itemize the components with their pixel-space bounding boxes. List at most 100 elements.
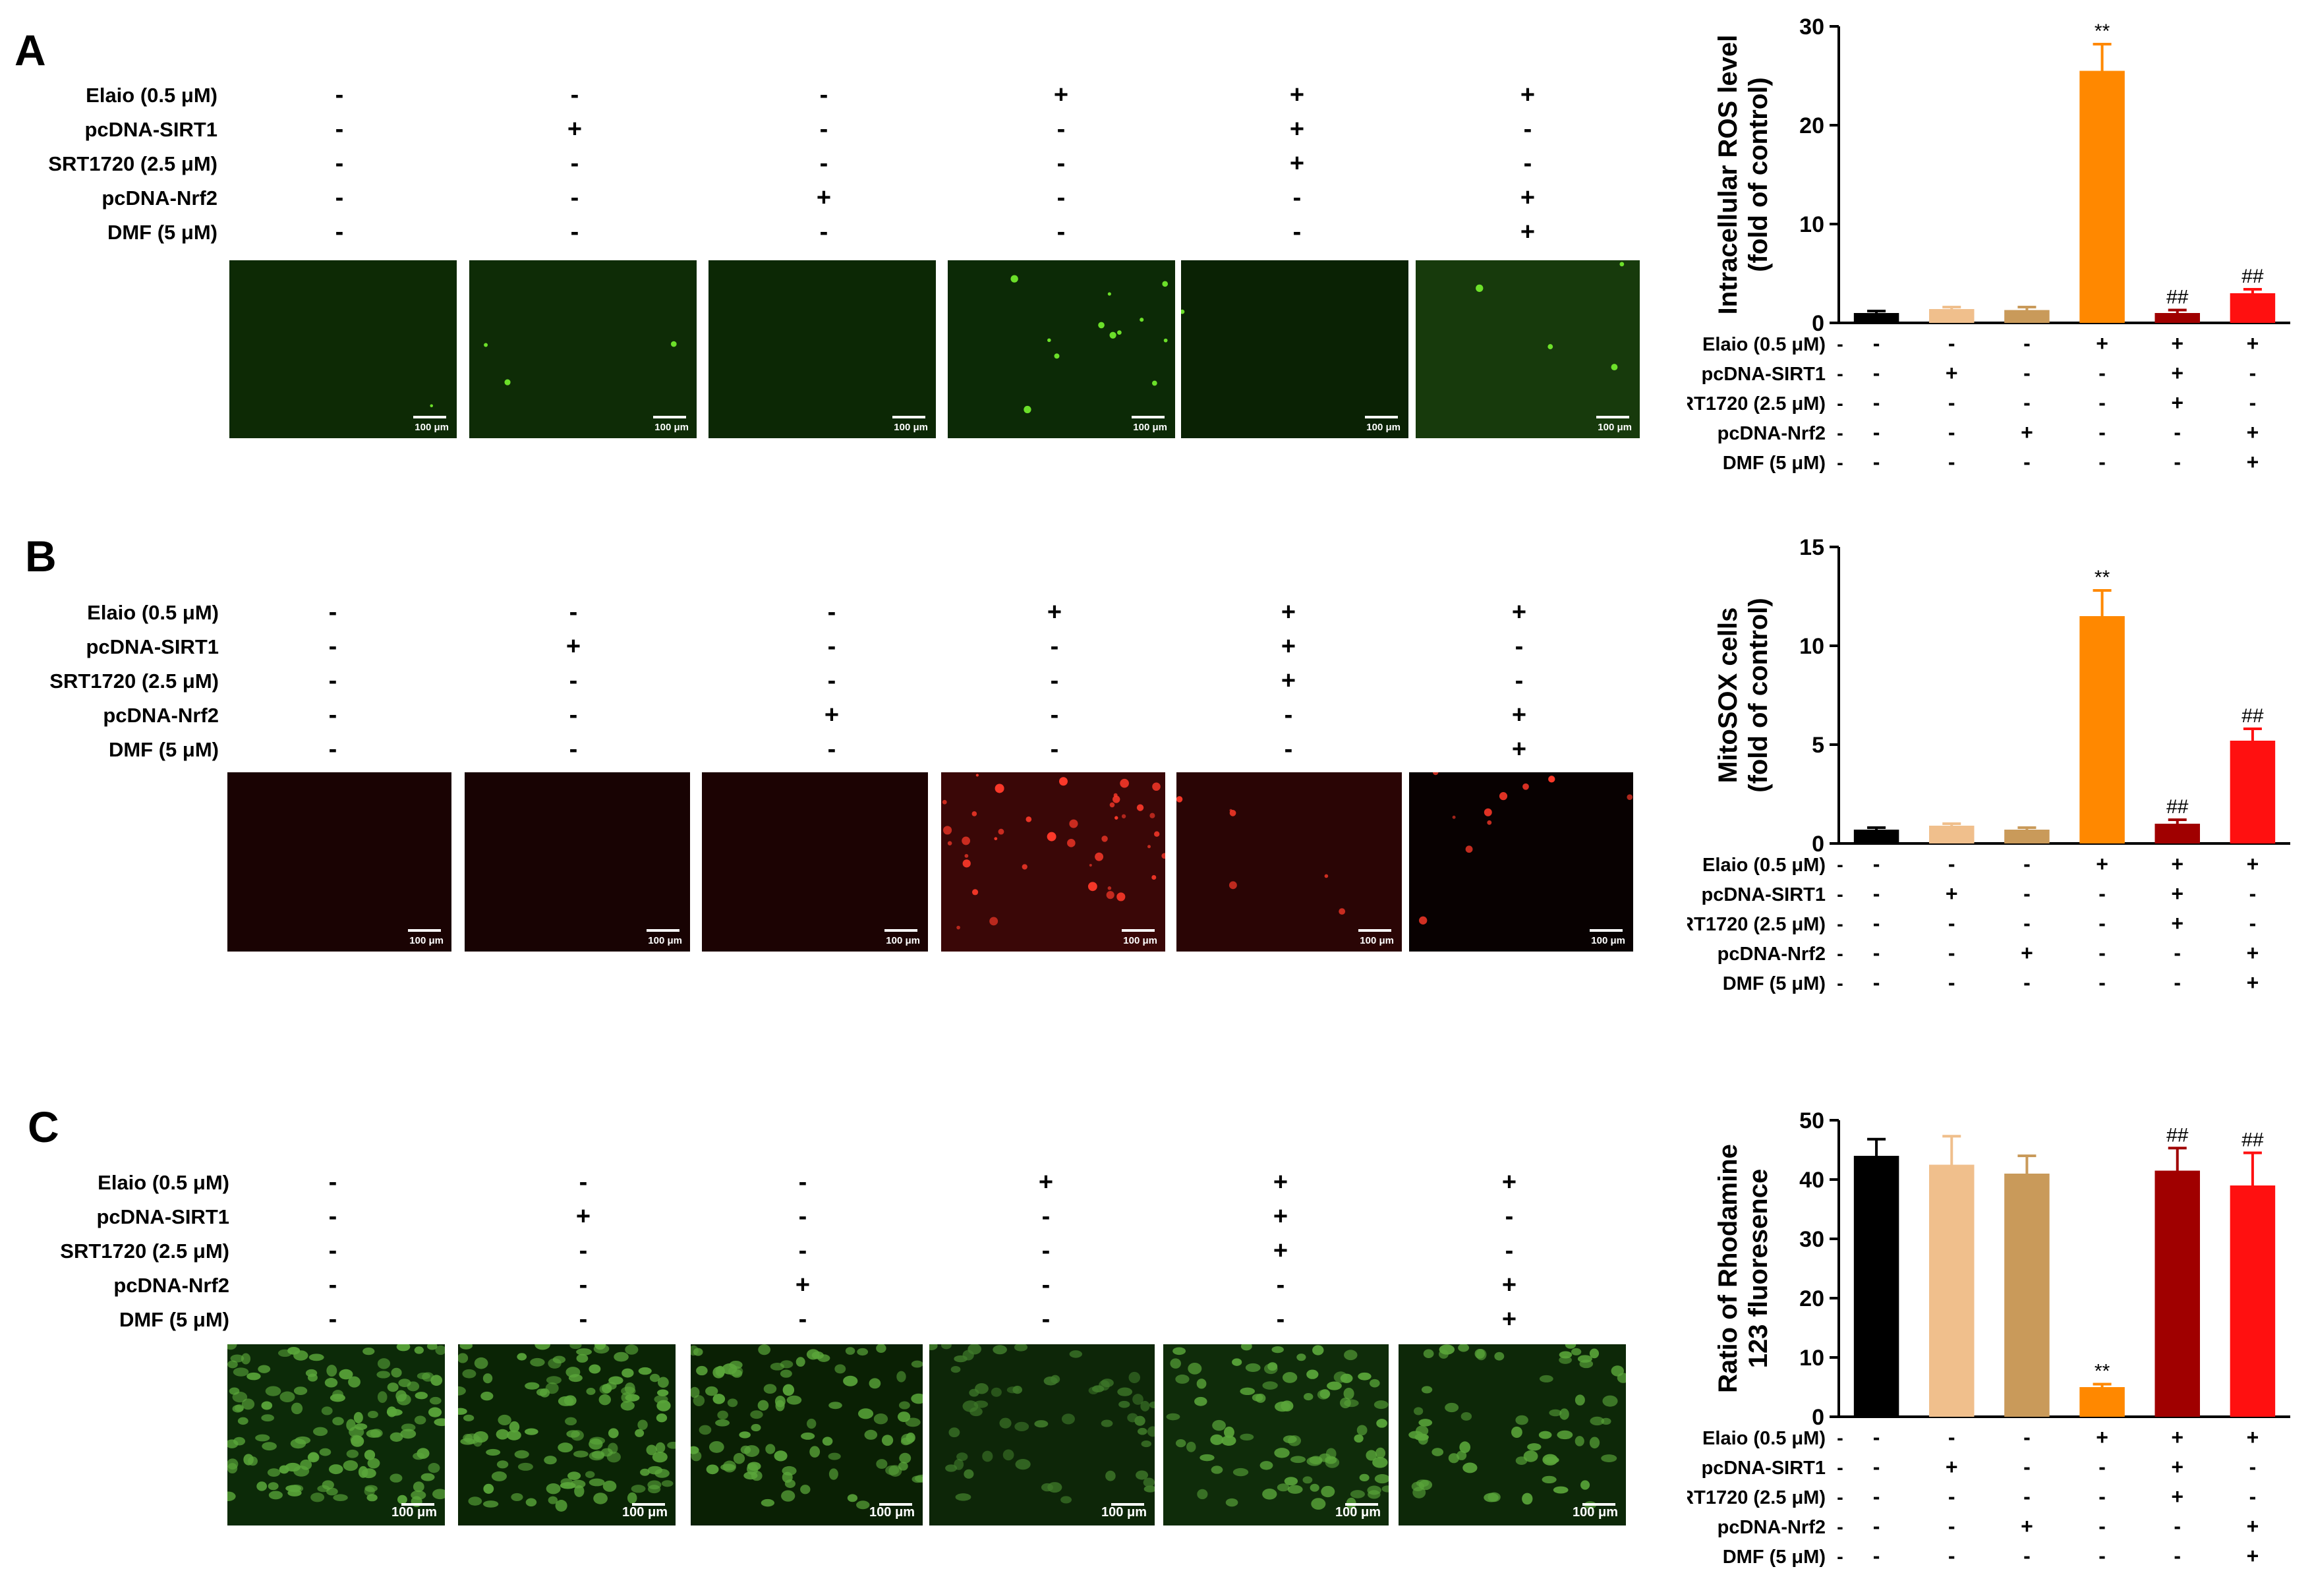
cell-spot xyxy=(1087,882,1097,892)
cell-spot xyxy=(761,1498,775,1507)
y-axis-label: (fold of control) xyxy=(1744,598,1773,792)
minus-sign: - xyxy=(1292,184,1302,212)
minus-sign: - xyxy=(569,667,578,695)
cell-spot xyxy=(293,1466,310,1477)
plus-sign: + xyxy=(2171,852,2183,876)
y-axis-label: Intracellular ROS level xyxy=(1714,35,1743,315)
minus-sign: - xyxy=(2174,1514,2181,1538)
cell-spot xyxy=(390,1473,403,1483)
cell-spot xyxy=(1232,1468,1249,1477)
cell-spot xyxy=(781,1490,795,1502)
cell-spot xyxy=(750,1410,763,1419)
cell-spot xyxy=(482,1373,493,1384)
micrograph: 100 μm xyxy=(1409,772,1633,952)
minus-sign: - xyxy=(1505,1203,1514,1230)
cell-spot xyxy=(585,1471,595,1478)
cell-spot xyxy=(817,1354,830,1362)
cell-spot xyxy=(1010,275,1018,283)
minus-sign: - xyxy=(2098,450,2106,474)
cell-spot xyxy=(333,1494,348,1502)
minus-sign: - xyxy=(2249,911,2257,935)
cell-spot xyxy=(1259,1461,1273,1470)
minus-sign: - xyxy=(2023,971,2031,994)
cell-spot xyxy=(1487,820,1492,825)
cell-spot xyxy=(1539,1375,1553,1382)
scale-bar-label: 100 μm xyxy=(1101,1505,1147,1520)
cell-spot xyxy=(1274,1448,1290,1458)
plus-sign: + xyxy=(1289,115,1305,143)
cell-spot xyxy=(308,1452,319,1461)
cell-spot xyxy=(1368,1490,1381,1499)
plus-sign: + xyxy=(1501,1168,1517,1196)
cell-spot xyxy=(353,1411,363,1423)
minus-sign: - xyxy=(798,1168,807,1196)
cell-spot xyxy=(1047,338,1051,343)
cell-spot xyxy=(548,1358,562,1369)
plus-sign: + xyxy=(795,1271,811,1299)
cell-spot xyxy=(1339,908,1346,915)
cell-spot xyxy=(428,1463,440,1473)
cell-spot xyxy=(305,1369,318,1377)
treatment-label: SRT1720 (2.5 μM) xyxy=(48,152,217,175)
cell-spot xyxy=(1225,1498,1238,1507)
cell-spot xyxy=(1176,796,1183,803)
minus-sign: - xyxy=(1837,364,1843,385)
cell-spot xyxy=(486,1448,501,1456)
cell-spot xyxy=(566,1430,580,1438)
cell-spot xyxy=(1319,1389,1331,1399)
cell-spot xyxy=(1511,1426,1522,1439)
cell-spot xyxy=(743,1471,758,1480)
plus-sign: + xyxy=(1946,882,1958,905)
cell-spot xyxy=(1089,863,1092,867)
cell-spot xyxy=(999,1417,1012,1429)
cell-spot xyxy=(364,1485,378,1493)
minus-sign: - xyxy=(2023,1485,2031,1508)
cell-spot xyxy=(1228,881,1237,890)
minus-sign: - xyxy=(579,1237,588,1265)
cell-spot xyxy=(279,1465,289,1474)
cell-spot xyxy=(670,341,677,347)
micrograph: 100 μm xyxy=(948,260,1175,438)
cell-spot xyxy=(995,784,1004,793)
plus-sign: + xyxy=(1511,701,1527,729)
micrograph: 100 μm xyxy=(929,1344,1155,1525)
minus-sign: - xyxy=(1837,423,1843,444)
scale-bar-label: 100 μm xyxy=(622,1505,668,1520)
minus-sign: - xyxy=(1873,1455,1880,1479)
cell-spot xyxy=(1149,1401,1155,1409)
minus-sign: - xyxy=(1837,1547,1843,1568)
scale-bar-label: 100 μm xyxy=(869,1505,915,1520)
cell-spot xyxy=(929,1344,938,1350)
minus-sign: - xyxy=(1873,882,1880,905)
cell-spot xyxy=(1459,1441,1471,1454)
cell-spot xyxy=(567,1471,581,1480)
micrograph: 100 μm xyxy=(1416,260,1640,438)
micrograph: 100 μm xyxy=(702,772,928,952)
treatment-label: pcDNA-Nrf2 xyxy=(1718,944,1826,965)
minus-sign: - xyxy=(1837,973,1843,994)
minus-sign: - xyxy=(1948,420,1955,444)
cell-spot xyxy=(800,1485,811,1495)
cell-spot xyxy=(740,1445,751,1454)
plus-sign: + xyxy=(1047,598,1062,626)
cell-spot xyxy=(367,1410,378,1419)
cell-spot xyxy=(1186,1441,1196,1452)
cell-spot xyxy=(459,1344,473,1350)
cell-spot xyxy=(413,1481,424,1493)
cell-spot xyxy=(1376,1419,1387,1428)
minus-sign: - xyxy=(579,1168,588,1196)
bar xyxy=(2154,1170,2200,1417)
cell-spot xyxy=(1354,1434,1364,1443)
minus-sign: - xyxy=(2098,941,2106,965)
cell-spot xyxy=(1240,1387,1256,1395)
y-tick-label: 0 xyxy=(1812,832,1824,857)
cell-spot xyxy=(795,1357,805,1367)
cell-spot xyxy=(873,1413,888,1425)
cell-spot xyxy=(757,1400,769,1411)
minus-sign: - xyxy=(1873,1514,1880,1538)
cell-spot xyxy=(971,811,977,816)
cell-spot xyxy=(1321,1485,1335,1498)
treatment-label: pcDNA-SIRT1 xyxy=(86,635,219,658)
minus-sign: - xyxy=(1873,911,1880,935)
cell-spot xyxy=(1601,1454,1617,1462)
